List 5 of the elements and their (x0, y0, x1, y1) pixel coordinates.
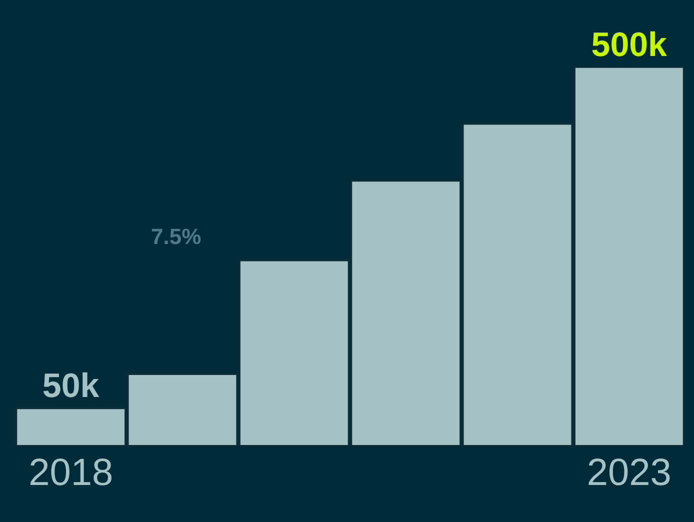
x-tick-label: 2018 (28, 452, 114, 494)
x-tick-label: 2023 (586, 452, 672, 494)
data-label: 500k (591, 26, 668, 64)
annotation: 7.5% (151, 224, 202, 249)
data-label: 50k (42, 367, 100, 406)
